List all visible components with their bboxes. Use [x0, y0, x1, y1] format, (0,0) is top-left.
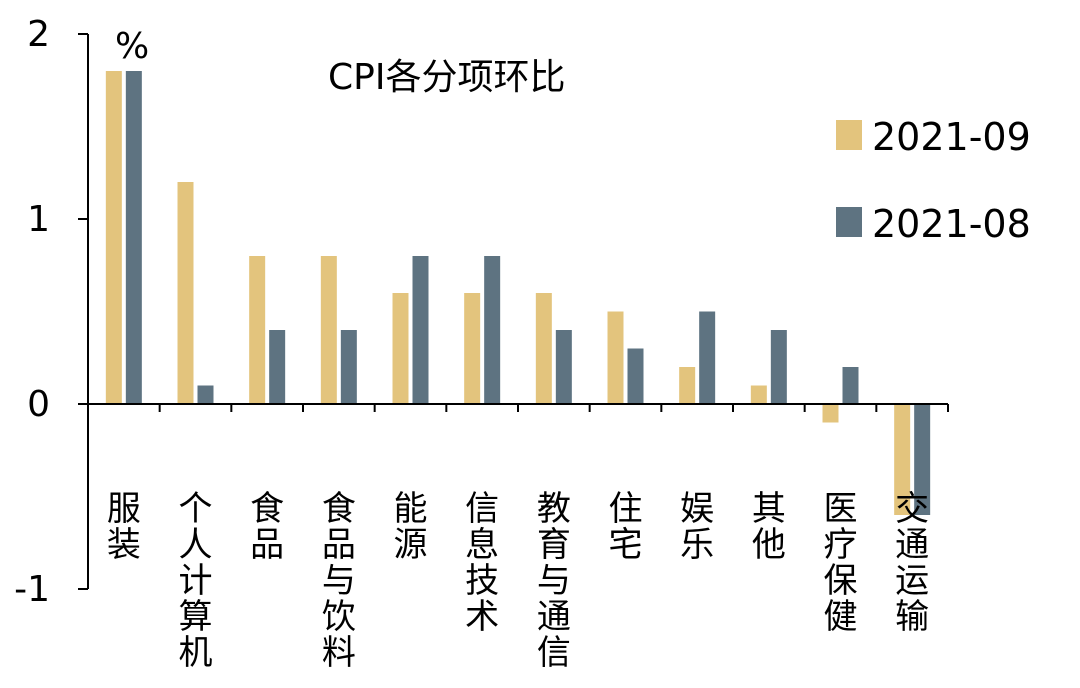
bar-2021-09-7	[607, 311, 624, 404]
category-label: 其他	[752, 489, 786, 565]
y-tick-label: 0	[27, 384, 50, 425]
bar-2021-09-11	[894, 404, 911, 515]
legend-label-2021-09: 2021-09	[872, 115, 1031, 159]
category-label: 交通运输	[895, 489, 929, 637]
bar-2021-08-8	[699, 311, 716, 404]
bar-2021-08-11	[914, 404, 931, 515]
category-label: 医疗保健	[824, 489, 858, 637]
bar-2021-08-0	[125, 71, 142, 404]
legend-label-2021-08: 2021-08	[872, 202, 1031, 246]
legend: 2021-09 2021-08	[836, 115, 1031, 246]
bars	[105, 71, 931, 515]
bar-2021-09-9	[750, 385, 767, 404]
legend-swatch-2021-09	[836, 120, 862, 150]
category-label: 教育与通信	[537, 489, 571, 673]
unit-label: %	[115, 26, 149, 67]
bar-2021-09-5	[464, 293, 481, 404]
y-tick-label: -1	[14, 569, 50, 610]
category-label: 服装	[107, 489, 141, 565]
category-label: 食品	[250, 489, 284, 565]
bar-2021-08-2	[269, 330, 286, 404]
bar-2021-09-2	[249, 256, 266, 404]
category-label: 信息技术	[465, 489, 499, 637]
category-label: 食品与饮料	[322, 489, 356, 673]
bar-2021-08-6	[555, 330, 572, 404]
category-label: 个人计算机	[179, 489, 213, 673]
bar-2021-08-3	[340, 330, 357, 404]
category-label: 能源	[394, 489, 428, 565]
bar-2021-09-1	[177, 182, 194, 404]
bar-2021-08-7	[627, 348, 644, 404]
bar-2021-09-10	[822, 404, 839, 423]
bar-2021-09-3	[320, 256, 337, 404]
legend-swatch-2021-08	[836, 207, 862, 237]
x-axis	[88, 403, 949, 412]
bar-2021-08-9	[770, 330, 787, 404]
bar-2021-09-4	[392, 293, 409, 404]
bar-2021-08-4	[412, 256, 429, 404]
bar-2021-09-0	[105, 71, 122, 404]
bar-2021-08-1	[197, 385, 214, 404]
chart-title: CPI各分项环比	[328, 57, 565, 98]
y-tick-label: 2	[27, 14, 50, 55]
category-label: 娱乐	[680, 489, 714, 565]
bar-2021-08-5	[484, 256, 501, 404]
y-axis: 2 1 0 -1	[14, 14, 89, 610]
category-label: 住宅	[609, 489, 643, 565]
y-tick-label: 1	[27, 199, 50, 240]
bar-2021-09-6	[535, 293, 552, 404]
bar-2021-08-10	[842, 367, 859, 404]
bar-2021-09-8	[679, 367, 696, 404]
